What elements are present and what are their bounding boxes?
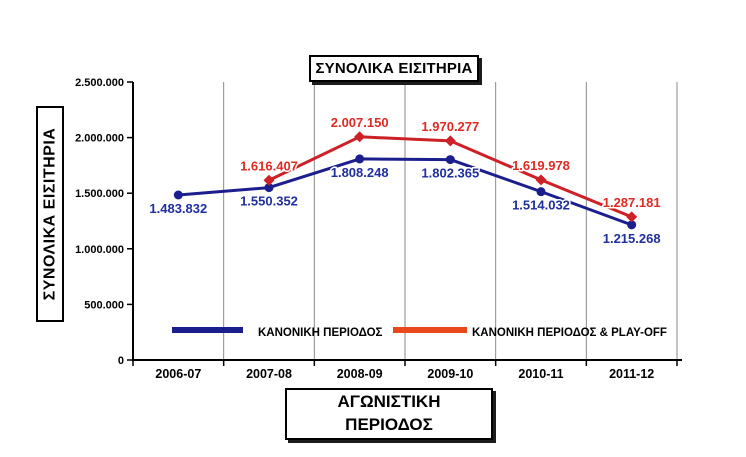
chart-title: ΣΥΝΟΛΙΚΑ ΕΙΣΙΤΗΡΙΑ [315, 60, 473, 77]
legend-swatch [393, 327, 467, 333]
data-point-marker [626, 211, 638, 223]
data-point-marker [536, 187, 546, 197]
category-label: 2007-08 [246, 367, 292, 381]
data-point-marker [354, 131, 366, 143]
y-tick-label: 1.500.000 [75, 188, 124, 200]
data-label: 1.802.365 [421, 166, 479, 181]
series-line [176, 157, 634, 227]
data-label: 1.970.277 [421, 119, 479, 134]
data-point-marker [535, 174, 547, 186]
category-label: 2008-09 [337, 367, 383, 381]
category-label: 2010-11 [518, 367, 563, 381]
y-axis-title-box: ΣΥΝΟΛΙΚΑ ΕΙΣΙΤΗΡΙΑ [36, 106, 64, 322]
data-point-marker [627, 220, 637, 230]
legend-label: ΚΑΝΟΝΙΚΗ ΠΕΡΙΟΔΟΣ & PLAY-OFF [472, 327, 667, 339]
data-point-marker [445, 155, 455, 165]
legend-swatch [172, 327, 243, 333]
data-label: 1.616.407 [240, 158, 298, 173]
x-axis-title: ΑΓΩΝΙΣΤΙΚΗ ΠΕΡΙΟΔΟΣ [337, 392, 441, 434]
data-point-marker [263, 174, 275, 186]
chart-title-box: ΣΥΝΟΛΙΚΑ ΕΙΣΙΤΗΡΙΑ [309, 55, 479, 82]
category-label: 2009-10 [427, 367, 473, 381]
data-label: 1.550.352 [240, 194, 298, 209]
data-label: 1.483.832 [149, 201, 207, 216]
data-label: 1.808.248 [331, 165, 389, 180]
category-label: 2006-07 [155, 367, 201, 381]
data-label: 2.007.150 [331, 115, 389, 130]
y-tick-label: 1.000.000 [75, 244, 124, 256]
data-point-marker [355, 154, 365, 164]
data-label: 1.215.268 [603, 231, 661, 246]
x-axis-title-box: ΑΓΩΝΙΣΤΙΚΗ ΠΕΡΙΟΔΟΣ [285, 388, 493, 440]
data-label: 1.287.181 [603, 195, 661, 210]
y-axis-title: ΣΥΝΟΛΙΚΑ ΕΙΣΙΤΗΡΙΑ [41, 127, 58, 301]
data-point-marker [264, 183, 274, 193]
data-label: 1.514.032 [512, 198, 570, 213]
legend-label: ΚΑΝΟΝΙΚΗ ΠΕΡΙΟΔΟΣ [258, 327, 383, 339]
y-tick-label: 2.500.000 [75, 77, 124, 89]
data-point-marker [444, 135, 456, 147]
data-label: 1.619.978 [512, 158, 570, 173]
y-tick-label: 500.000 [84, 299, 124, 311]
data-point-marker [173, 190, 183, 200]
y-tick-label: 0 [118, 355, 124, 367]
y-tick-label: 2.000.000 [75, 133, 124, 145]
category-label: 2011-12 [609, 367, 654, 381]
